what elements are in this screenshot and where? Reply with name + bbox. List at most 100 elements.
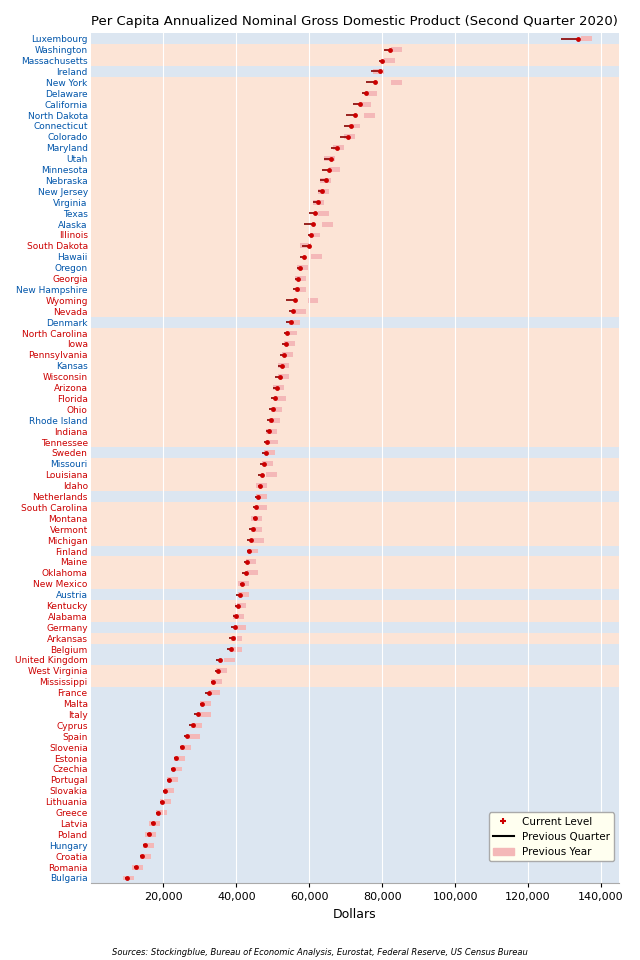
Bar [309,232,320,237]
Bar [145,832,156,837]
Bar [319,189,330,194]
Bar [90,524,620,535]
Bar [90,665,620,677]
Bar [257,483,268,488]
Bar [90,851,620,862]
Bar [209,690,220,695]
Bar [313,200,324,204]
Bar [300,244,311,249]
Bar [273,385,284,390]
Bar [90,121,620,132]
Bar [268,440,278,444]
Bar [392,47,403,52]
Bar [180,745,191,750]
Bar [285,330,296,335]
Bar [90,55,620,66]
Bar [90,154,620,164]
Bar [90,655,620,665]
Bar [289,320,300,324]
Bar [282,352,293,357]
Bar [90,327,620,339]
Bar [90,404,620,415]
Bar [246,560,257,564]
Bar [90,763,620,775]
Bar [90,818,620,828]
Bar [143,843,154,848]
Bar [90,175,620,186]
Bar [90,578,620,589]
Bar [90,284,620,295]
Bar [191,723,202,728]
Bar [366,91,377,96]
Bar [364,112,375,117]
Bar [251,527,262,532]
Bar [295,276,306,281]
Bar [322,222,333,227]
Bar [90,317,620,327]
Bar [295,309,306,314]
Bar [311,254,322,259]
Bar [271,407,282,412]
Bar [132,865,143,870]
Bar [319,210,330,216]
Bar [223,658,235,662]
Bar [284,342,295,347]
Bar [90,339,620,349]
Bar [251,516,262,520]
Bar [90,207,620,219]
Bar [90,34,620,44]
Bar [90,502,620,513]
Bar [90,492,620,502]
Legend: Current Level, Previous Quarter, Previous Year: Current Level, Previous Quarter, Previou… [488,812,614,861]
Bar [90,545,620,557]
Bar [266,429,276,434]
Bar [257,494,268,499]
Bar [90,349,620,360]
Bar [124,876,134,880]
Bar [90,197,620,207]
Bar [90,611,620,622]
Bar [238,581,249,587]
Bar [344,134,355,139]
Bar [257,505,268,510]
Bar [349,124,360,129]
Bar [90,633,620,643]
Bar [90,44,620,55]
Bar [90,840,620,851]
Bar [90,447,620,458]
Bar [149,821,160,826]
Bar [384,59,395,63]
Bar [189,733,200,739]
Bar [90,687,620,698]
Bar [90,753,620,763]
Bar [90,677,620,687]
Bar [278,374,289,379]
Bar [90,796,620,807]
Bar [324,156,335,161]
Bar [211,680,222,684]
Bar [295,287,306,292]
Bar [90,66,620,77]
Bar [262,462,273,467]
Bar [90,186,620,197]
Bar [90,873,620,883]
Bar [90,589,620,600]
Bar [90,458,620,469]
Bar [90,731,620,742]
Bar [90,698,620,709]
Bar [90,87,620,99]
Bar [373,69,384,74]
Bar [90,273,620,284]
Bar [90,360,620,372]
Bar [90,720,620,731]
Bar [90,709,620,720]
Bar [307,298,319,302]
Bar [90,142,620,154]
Bar [581,36,592,41]
X-axis label: Dollars: Dollars [333,908,377,921]
Bar [163,788,175,793]
Bar [90,219,620,229]
Bar [90,262,620,273]
Bar [90,372,620,382]
Bar [247,548,259,554]
